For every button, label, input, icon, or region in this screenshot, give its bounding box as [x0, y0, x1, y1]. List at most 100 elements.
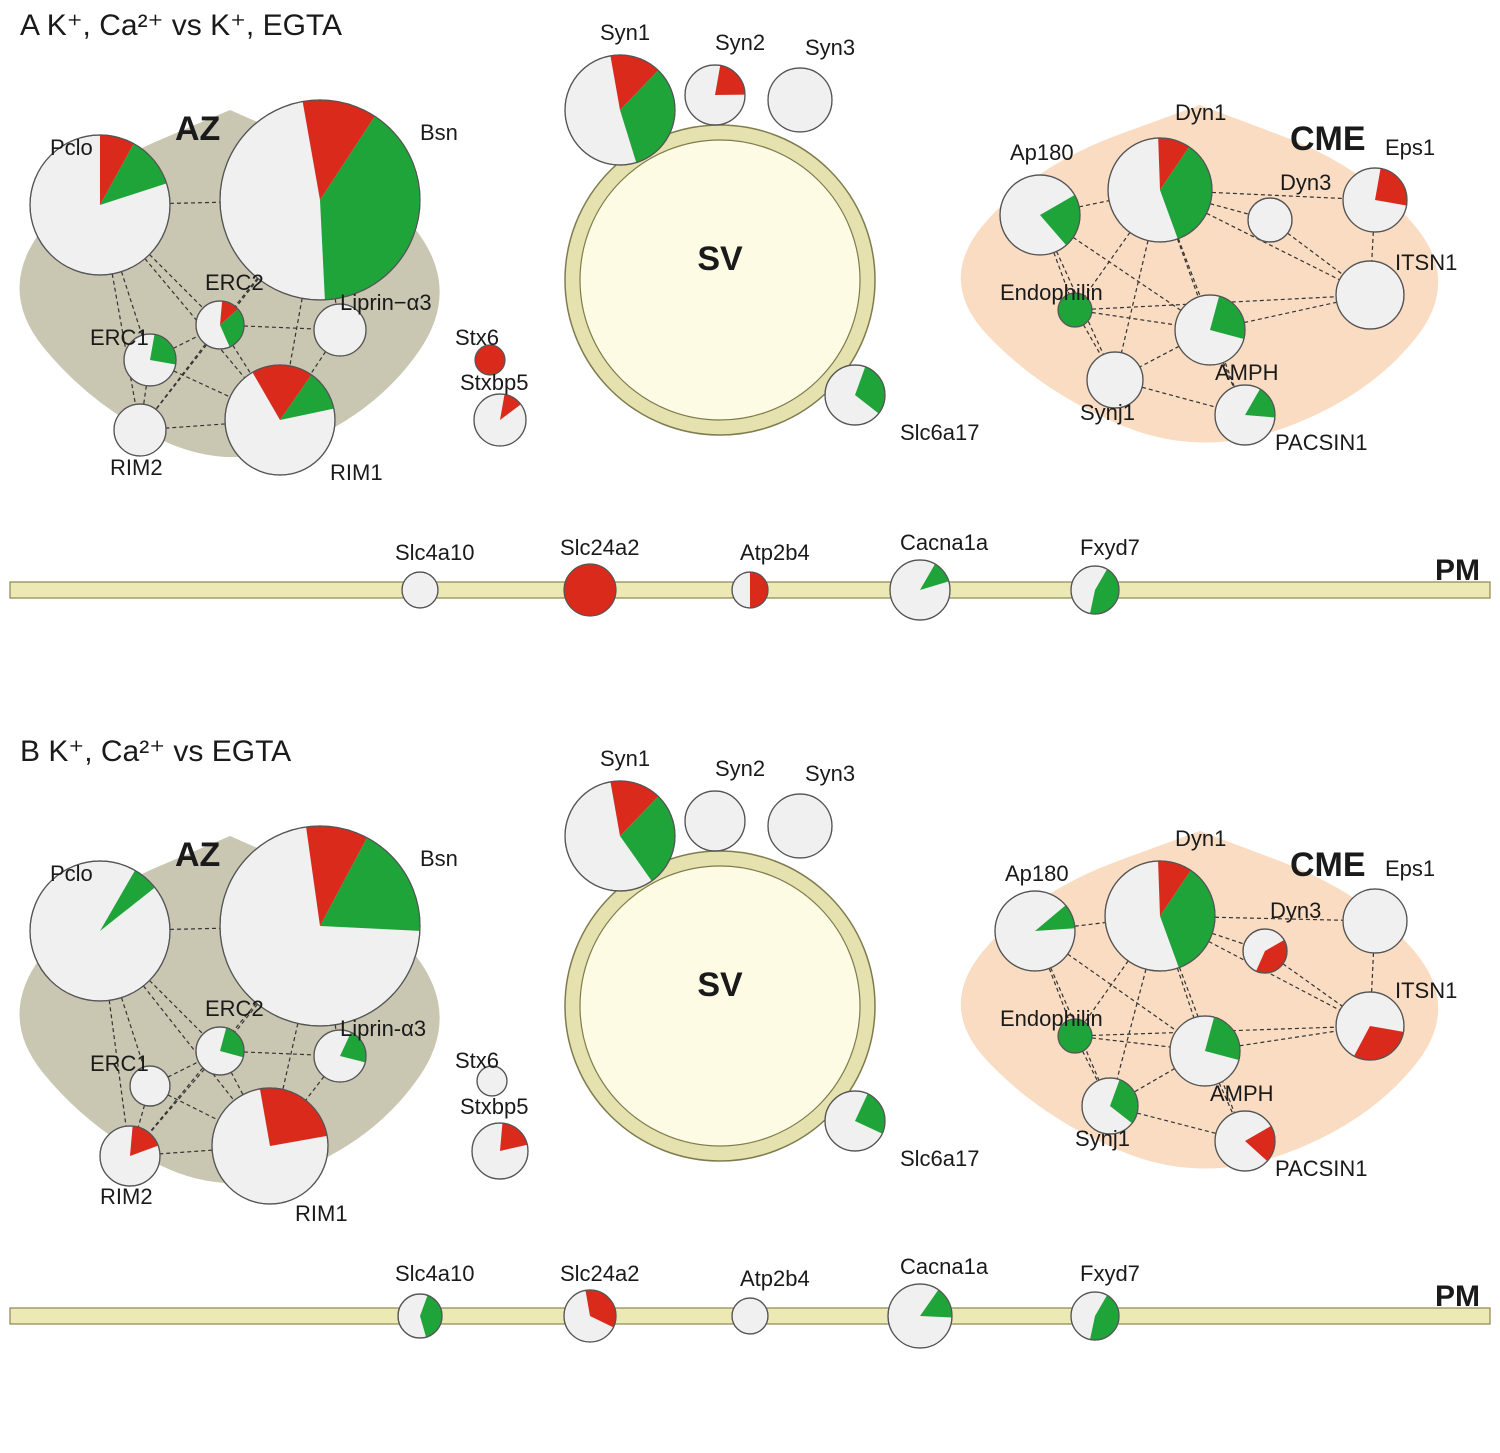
label-Slc4a10: Slc4a10	[395, 540, 475, 565]
node-Dyn1	[1105, 861, 1215, 971]
node-Dyn3	[1248, 198, 1292, 242]
node-ITSN1	[1336, 261, 1404, 329]
node-Syn2	[685, 791, 745, 851]
label-Synj1: Synj1	[1080, 400, 1135, 425]
label-Syn1: Syn1	[600, 20, 650, 45]
label-PM: PM	[1435, 554, 1480, 587]
label-Stxbp5: Stxbp5	[460, 370, 529, 395]
label-PM: PM	[1435, 1280, 1480, 1313]
node-Cacna1a	[890, 560, 950, 620]
node-Ap180	[995, 891, 1075, 971]
panel-A-title: A K⁺, Ca²⁺ vs K⁺, EGTA	[20, 9, 342, 42]
node-Eps1	[1343, 168, 1407, 232]
node-Syn1	[565, 55, 675, 165]
label-Slc4a10: Slc4a10	[395, 1261, 475, 1286]
label-ERC1: ERC1	[90, 1051, 149, 1076]
label-ERC1: ERC1	[90, 325, 149, 350]
node-ERC2	[196, 1027, 244, 1075]
label-Ap180: Ap180	[1010, 140, 1074, 165]
node-Stxbp5	[474, 394, 526, 446]
label-Fxyd7: Fxyd7	[1080, 1261, 1140, 1286]
label-Cacna1a: Cacna1a	[900, 530, 989, 555]
label-Bsn: Bsn	[420, 120, 458, 145]
label-Syn2: Syn2	[715, 756, 765, 781]
label-ITSN1: ITSN1	[1395, 978, 1457, 1003]
node-Atp2b4	[732, 572, 768, 608]
node-Cacna1a	[888, 1284, 952, 1348]
label-Slc24a2: Slc24a2	[560, 1261, 640, 1286]
node-Dyn1	[1108, 138, 1212, 242]
label-ERC2: ERC2	[205, 996, 264, 1021]
label-Stx6: Stx6	[455, 325, 499, 350]
label-RIM2: RIM2	[110, 455, 163, 480]
label-CME: CME	[1290, 120, 1366, 158]
label-SV: SV	[697, 240, 743, 278]
label-Dyn3: Dyn3	[1280, 170, 1331, 195]
label-Synj1: Synj1	[1075, 1126, 1130, 1151]
node-RIM2	[100, 1126, 160, 1186]
node-RIM2	[114, 404, 166, 456]
label-ERC2: ERC2	[205, 270, 264, 295]
node-Atp2b4	[732, 1298, 768, 1334]
node-Slc24a2	[564, 564, 616, 616]
label-ITSN1: ITSN1	[1395, 250, 1457, 275]
node-Slc6a17	[825, 365, 885, 425]
label-SV: SV	[697, 966, 743, 1004]
label-Atp2b4: Atp2b4	[740, 540, 810, 565]
label-Endophilin: Endophilin	[1000, 1006, 1103, 1031]
label-Cacna1a: Cacna1a	[900, 1254, 989, 1279]
label-Liprin: Liprin-α3	[340, 1016, 426, 1041]
label-RIM2: RIM2	[100, 1184, 153, 1209]
sv-inner	[580, 866, 860, 1146]
label-AZ: AZ	[175, 110, 220, 148]
label-Syn3: Syn3	[805, 761, 855, 786]
label-Pclo: Pclo	[50, 861, 93, 886]
node-RIM1	[212, 1088, 328, 1204]
node-Ap180	[1000, 175, 1080, 255]
label-Dyn1: Dyn1	[1175, 826, 1226, 851]
label-Fxyd7: Fxyd7	[1080, 535, 1140, 560]
node-Stxbp5	[472, 1123, 528, 1179]
label-Dyn1: Dyn1	[1175, 100, 1226, 125]
panel-B: B K⁺, Ca²⁺ vs EGTA Pclo Bsn ERC2 ERC1 Liprin-…	[10, 735, 1490, 1348]
label-Eps1: Eps1	[1385, 135, 1435, 160]
node-PACSIN1	[1215, 385, 1275, 445]
node-Slc4a10	[402, 572, 438, 608]
label-Slc24a2: Slc24a2	[560, 535, 640, 560]
node-Syn3	[768, 794, 832, 858]
label-Liprin: Liprin−α3	[340, 290, 432, 315]
node-ITSN1	[1336, 992, 1404, 1060]
label-PACSIN1: PACSIN1	[1275, 430, 1368, 455]
label-Atp2b4: Atp2b4	[740, 1266, 810, 1291]
label-RIM1: RIM1	[295, 1201, 348, 1226]
node-Syn2	[685, 65, 745, 125]
label-AZ: AZ	[175, 836, 220, 874]
node-Slc4a10	[398, 1294, 442, 1338]
label-Stxbp5: Stxbp5	[460, 1094, 529, 1119]
label-Stx6: Stx6	[455, 1048, 499, 1073]
label-AMPH: AMPH	[1215, 360, 1279, 385]
node-ERC2	[196, 301, 244, 349]
node-RIM1	[225, 365, 335, 475]
label-Eps1: Eps1	[1385, 856, 1435, 881]
sv-inner	[580, 140, 860, 420]
label-Ap180: Ap180	[1005, 861, 1069, 886]
label-Dyn3: Dyn3	[1270, 898, 1321, 923]
node-Fxyd7	[1071, 566, 1119, 614]
node-AMPH	[1170, 1016, 1240, 1086]
label-PACSIN1: PACSIN1	[1275, 1156, 1368, 1181]
node-Syn1	[565, 781, 675, 891]
node-Dyn3	[1243, 929, 1287, 973]
node-Fxyd7	[1071, 1292, 1119, 1340]
label-Bsn: Bsn	[420, 846, 458, 871]
label-Endophilin: Endophilin	[1000, 280, 1103, 305]
label-AMPH: AMPH	[1210, 1081, 1274, 1106]
label-Slc6a17: Slc6a17	[900, 420, 980, 445]
node-AMPH	[1175, 295, 1245, 365]
node-Eps1	[1343, 889, 1407, 953]
label-Pclo: Pclo	[50, 135, 93, 160]
panel-B-title: B K⁺, Ca²⁺ vs EGTA	[20, 735, 291, 768]
node-PACSIN1	[1215, 1111, 1275, 1171]
label-CME: CME	[1290, 846, 1366, 884]
panel-A: A K⁺, Ca²⁺ vs K⁺, EGTA Pclo Bsn ERC2 ERC1 Lip…	[10, 9, 1490, 620]
